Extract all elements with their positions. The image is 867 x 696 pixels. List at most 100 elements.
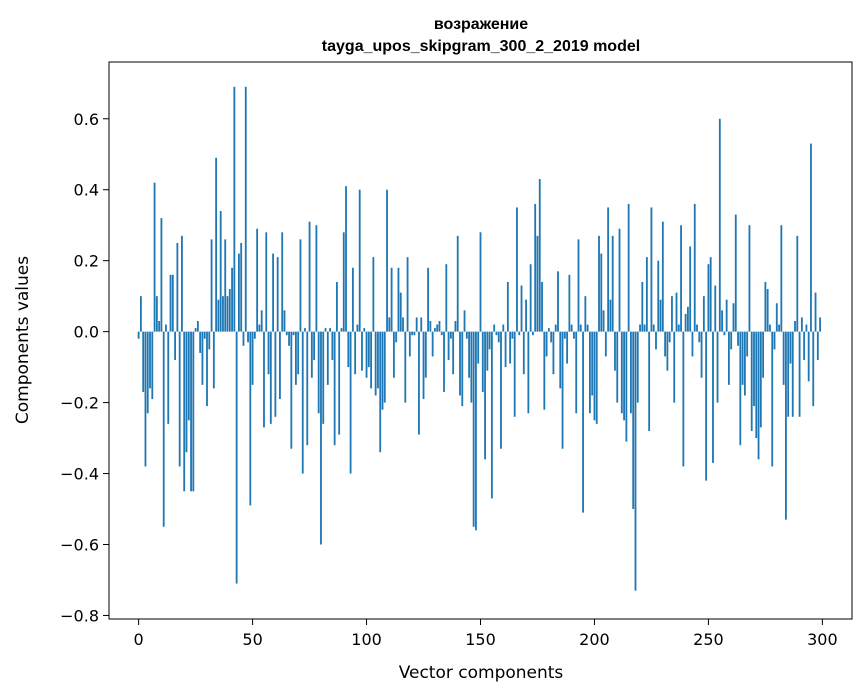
bar [363, 328, 366, 332]
bar [577, 239, 580, 332]
bar [725, 299, 728, 332]
bar [285, 331, 288, 336]
bar [342, 232, 345, 332]
bar [570, 324, 573, 332]
bar [568, 274, 571, 332]
bar [518, 331, 521, 336]
bar [757, 331, 760, 460]
bar [190, 331, 192, 492]
bar [497, 331, 500, 343]
bar [516, 207, 518, 332]
bar [324, 328, 327, 332]
bar [650, 207, 653, 332]
bar [269, 331, 272, 424]
bar [354, 331, 357, 375]
y-axis-label: Components values [13, 256, 33, 424]
bar [199, 331, 202, 353]
y-tick-label: −0.2 [60, 394, 99, 413]
bar [290, 331, 293, 449]
bar [395, 331, 398, 343]
bar [595, 331, 598, 424]
bar [388, 317, 391, 332]
bar [586, 324, 589, 332]
bar [755, 331, 758, 439]
bar [415, 317, 418, 332]
bar [502, 324, 505, 332]
bar [365, 331, 368, 378]
bar [349, 331, 352, 474]
bar [313, 331, 316, 361]
bar [609, 299, 612, 332]
y-tick-label: −0.8 [60, 606, 99, 625]
bar [534, 203, 537, 332]
bar [294, 331, 297, 385]
bar [452, 331, 455, 375]
bar [317, 331, 320, 414]
bar [666, 331, 669, 371]
bar [769, 324, 771, 332]
bar [461, 331, 464, 407]
bar [600, 253, 603, 332]
bar [206, 331, 208, 407]
bar [231, 267, 233, 332]
bar [739, 331, 742, 446]
bar [682, 331, 685, 467]
bar [333, 331, 336, 446]
bar [819, 317, 821, 332]
bar [675, 292, 678, 332]
bar [413, 331, 416, 336]
bar [418, 331, 420, 435]
bar [641, 281, 644, 332]
bar [185, 331, 188, 453]
bar [297, 331, 300, 375]
bar [657, 260, 660, 332]
bar [561, 331, 564, 449]
bar [764, 281, 767, 332]
bar [730, 331, 733, 350]
bar [563, 331, 566, 339]
bar [522, 331, 525, 375]
y-tick-label: −0.6 [60, 535, 99, 554]
bar [429, 320, 432, 332]
bar [677, 324, 680, 332]
bar [306, 331, 309, 446]
bar [208, 331, 211, 350]
x-axis-label: Vector components [399, 663, 564, 683]
bar [299, 239, 302, 332]
bar [661, 221, 664, 332]
bar [579, 324, 582, 332]
bar [604, 331, 607, 357]
bar [301, 331, 304, 474]
bar [655, 331, 657, 350]
bar [155, 296, 158, 332]
bar [408, 331, 411, 357]
bar [260, 310, 263, 332]
bar [709, 257, 712, 332]
bar [251, 331, 254, 385]
bar [698, 331, 701, 343]
bar [716, 331, 719, 403]
bar [728, 331, 730, 385]
bar [805, 324, 808, 332]
bar [634, 331, 637, 591]
bar [315, 225, 318, 332]
bar [477, 331, 480, 364]
bar [153, 182, 156, 332]
bar [356, 324, 359, 332]
bar [810, 143, 812, 332]
bar [146, 331, 149, 414]
bar [493, 324, 496, 332]
x-tick-label: 0 [134, 630, 144, 649]
bar [475, 331, 477, 531]
bar [798, 331, 801, 417]
bar [659, 299, 662, 332]
bar [547, 328, 550, 332]
bar [340, 328, 343, 332]
bar [536, 235, 539, 332]
bar [392, 331, 395, 378]
bar [554, 324, 557, 332]
bar [456, 235, 459, 332]
bar [351, 267, 354, 332]
bar [379, 331, 382, 453]
bar [171, 274, 174, 332]
